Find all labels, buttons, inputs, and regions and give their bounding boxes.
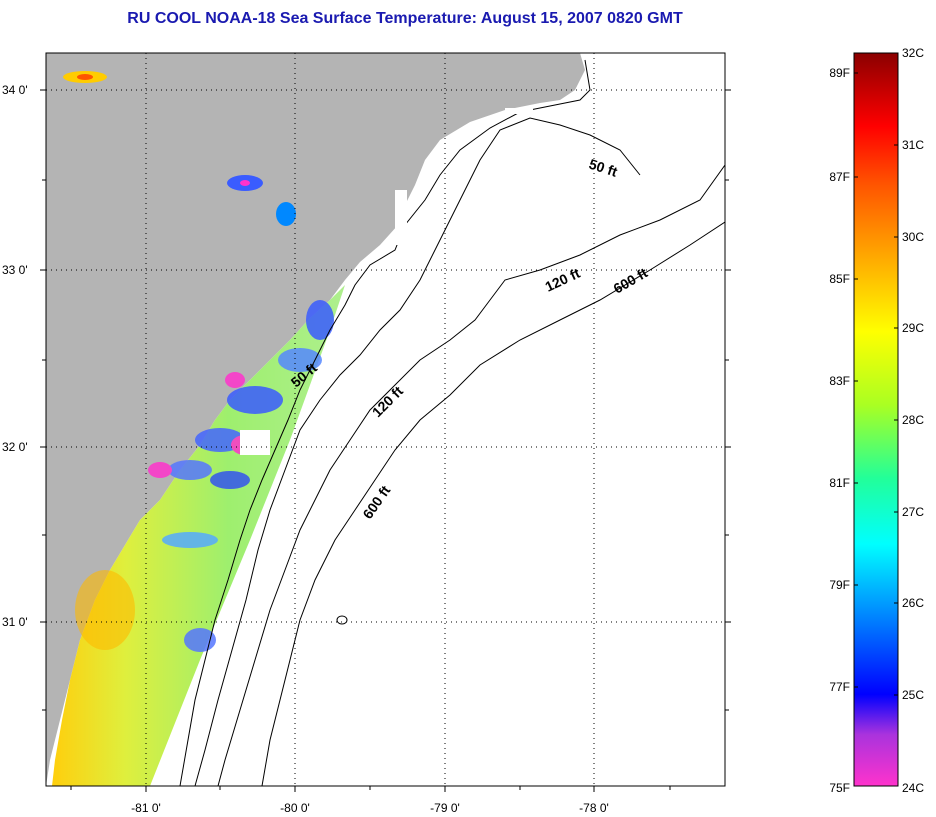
colorbar-c-label: 29C <box>902 321 924 335</box>
map-title: RU COOL NOAA-18 Sea Surface Temperature:… <box>127 10 683 27</box>
contour-50ft <box>194 117 641 786</box>
colorbar-bar <box>853 52 899 787</box>
lat-label-31: 31 0' <box>2 615 28 629</box>
contour-120ft <box>217 164 725 786</box>
colorbar-ticks <box>854 72 898 696</box>
lat-label-32: 32 0' <box>2 440 28 454</box>
cool-water-patches <box>75 300 334 652</box>
bathymetry-feature <box>336 615 348 625</box>
colorbar-f-label: 79F <box>829 578 850 592</box>
colorbar-f-label: 81F <box>829 476 850 490</box>
colorbar: 89F 87F 85F 83F 81F 79F 77F 75F 32C 31C … <box>829 46 924 795</box>
lon-label-80: -80 0' <box>280 801 310 815</box>
colorbar-f-label: 87F <box>829 170 850 184</box>
colorbar-f-label: 77F <box>829 680 850 694</box>
colorbar-c-label: 32C <box>902 46 924 60</box>
lon-label-78: -78 0' <box>579 801 609 815</box>
colorbar-c-label: 28C <box>902 413 924 427</box>
graticule <box>46 53 725 786</box>
lat-label-33: 33 0' <box>2 263 28 277</box>
land-area <box>46 53 585 786</box>
colorbar-c-label: 27C <box>902 505 924 519</box>
colorbar-f-label: 85F <box>829 272 850 286</box>
lat-label-34: 34 0' <box>2 83 28 97</box>
contour-600ft <box>261 221 725 786</box>
frame-ticks <box>40 89 731 792</box>
coastline <box>179 59 591 786</box>
colorbar-f-label: 89F <box>829 66 850 80</box>
inland-sst-blobs <box>63 71 296 226</box>
colorbar-f-label: 83F <box>829 374 850 388</box>
colorbar-c-label: 24C <box>902 781 924 795</box>
lon-label-79: -79 0' <box>430 801 460 815</box>
colorbar-f-label: 75F <box>829 781 850 795</box>
colorbar-c-label: 25C <box>902 688 924 702</box>
cloud-mask <box>240 108 533 455</box>
map-frame <box>45 52 726 787</box>
colorbar-c-label: 26C <box>902 596 924 610</box>
colorbar-c-label: 31C <box>902 138 924 152</box>
lon-label-81: -81 0' <box>131 801 161 815</box>
colorbar-c-label: 30C <box>902 230 924 244</box>
